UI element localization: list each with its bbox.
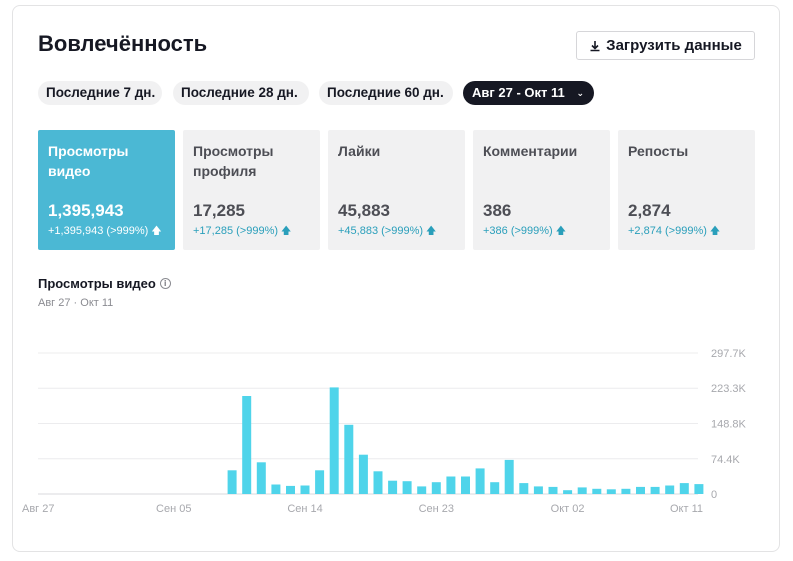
download-data-button[interactable]: Загрузить данные	[576, 31, 755, 60]
metric-label: Лайки	[338, 143, 381, 159]
metric-value: 1,395,943	[48, 201, 124, 220]
filter-last-60-days[interactable]: Последние 60 дн.	[319, 81, 453, 105]
metric-tile-video-views[interactable]: Просмотры видео 1,395,943 +1,395,943 (>9…	[38, 130, 175, 250]
date-range-picker[interactable]: Авг 27 - Окт 11 ⌄	[463, 81, 594, 105]
metric-tiles: Просмотры видео 1,395,943 +1,395,943 (>9…	[38, 130, 756, 250]
date-range-label: Авг 27 - Окт 11	[472, 85, 565, 100]
metric-tile-likes[interactable]: Лайки 45,883 +45,883 (>999%) 🡅	[328, 130, 465, 250]
metric-label: Репосты	[628, 143, 689, 159]
metric-value: 17,285	[193, 201, 245, 220]
page-title: Вовлечённость	[38, 31, 208, 56]
arrow-up-icon: 🡅	[151, 226, 162, 237]
arrow-up-icon: 🡅	[281, 226, 292, 237]
metric-label: Просмотры профиля	[193, 143, 274, 179]
filter-last-28-days[interactable]: Последние 28 дн.	[173, 81, 309, 105]
metric-tile-shares[interactable]: Репосты 2,874 +2,874 (>999%) 🡅	[618, 130, 755, 250]
metric-delta: +386 (>999%) 🡅	[483, 225, 566, 237]
chart-date-range: Авг 27 · Окт 11	[38, 297, 114, 309]
metric-tile-profile-views[interactable]: Просмотры профиля 17,285 +17,285 (>999%)…	[183, 130, 320, 250]
arrow-up-icon: 🡅	[555, 226, 566, 237]
metric-label: Просмотры видео	[48, 143, 129, 179]
metric-value: 2,874	[628, 201, 671, 220]
info-icon[interactable]: i	[159, 278, 171, 289]
chevron-down-icon: ⌄	[576, 88, 584, 98]
download-data-label: Загрузить данные	[606, 37, 742, 54]
metric-value: 45,883	[338, 201, 390, 220]
arrow-up-icon: 🡅	[426, 226, 437, 237]
chart-section-title: Просмотры видео i	[38, 276, 171, 291]
metric-delta: +1,395,943 (>999%) 🡅	[48, 225, 162, 237]
chart-title-label: Просмотры видео	[38, 276, 156, 291]
metric-tile-comments[interactable]: Комментарии 386 +386 (>999%) 🡅	[473, 130, 610, 250]
metric-label: Комментарии	[483, 143, 578, 159]
metric-delta: +17,285 (>999%) 🡅	[193, 225, 292, 237]
metric-delta: +45,883 (>999%) 🡅	[338, 225, 437, 237]
metric-value: 386	[483, 201, 512, 220]
filter-last-7-days[interactable]: Последние 7 дн.	[38, 81, 162, 105]
arrow-up-icon: 🡅	[709, 226, 721, 237]
download-icon	[590, 40, 600, 51]
metric-delta: +2,874 (>999%) 🡅	[628, 225, 721, 237]
